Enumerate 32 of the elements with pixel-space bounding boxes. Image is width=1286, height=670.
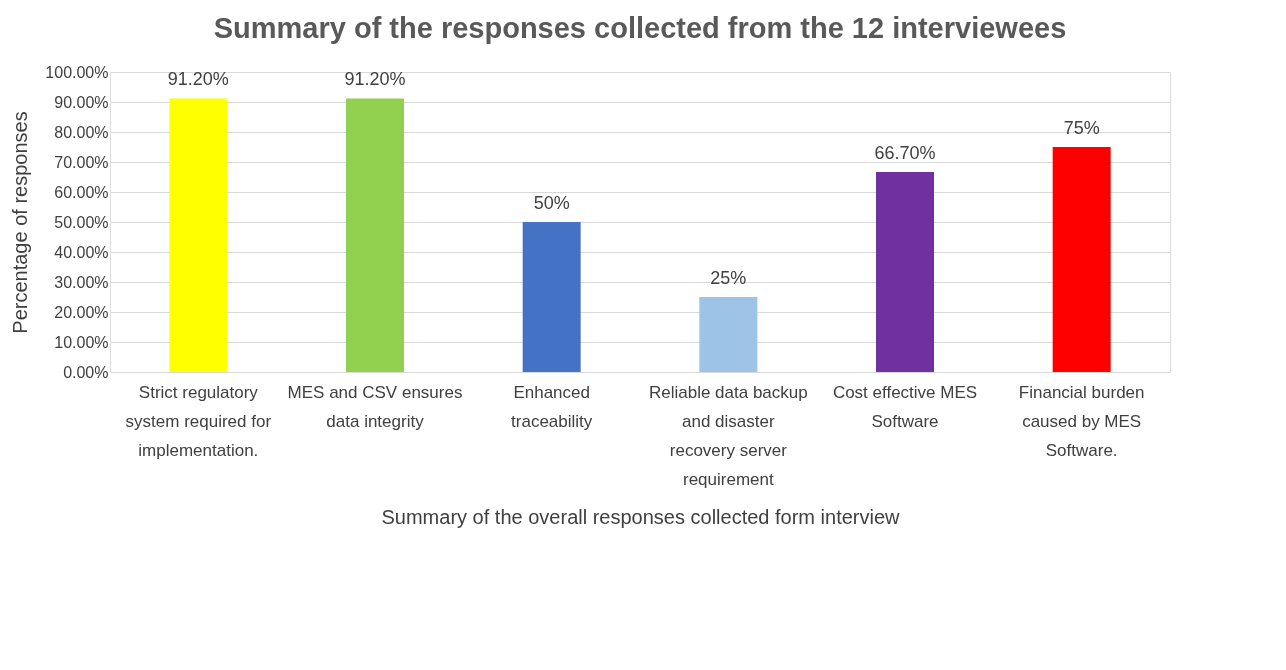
- y-axis-title: Percentage of responses: [9, 111, 32, 334]
- y-tick-label: 20.00%: [54, 303, 109, 321]
- y-tick-label: 30.00%: [54, 273, 109, 291]
- y-tick-label: 50.00%: [54, 213, 109, 231]
- x-tick-label: Cost effective MES Software: [832, 382, 978, 431]
- data-label: 66.70%: [874, 142, 936, 163]
- y-tick-label: 0.00%: [63, 363, 109, 381]
- x-tick-label: Reliable data backup and disaster recovery server requirement: [648, 382, 808, 489]
- x-tick-label: Financial burden caused by MES Software.: [1018, 382, 1145, 460]
- chart-title: Summary of the responses collected from the 12 interviewees: [213, 12, 1067, 44]
- y-tick-label: 100.00%: [45, 63, 109, 81]
- bar: [876, 171, 934, 372]
- y-tick-label: 70.00%: [54, 153, 109, 171]
- y-tick-label: 60.00%: [54, 183, 109, 201]
- x-tick-label: MES and CSV ensures data integrity: [287, 382, 463, 431]
- y-tick-label: 90.00%: [54, 93, 109, 111]
- bar: [346, 98, 404, 372]
- bar: [699, 297, 758, 372]
- bar: [522, 222, 581, 372]
- y-tick-label: 40.00%: [54, 243, 109, 261]
- data-label: 25%: [710, 268, 747, 288]
- x-tick-label: Strict regulatory system required for implementation.: [125, 382, 272, 460]
- x-axis-title: Summary of the overall responses collected form interview: [381, 505, 901, 528]
- data-label: 91.20%: [167, 69, 229, 90]
- data-label: 91.20%: [344, 69, 406, 90]
- bar: [169, 98, 228, 372]
- data-label: 75%: [1063, 118, 1100, 138]
- bar: [1052, 147, 1111, 372]
- x-tick-label: Enhanced traceability: [511, 382, 593, 431]
- y-tick-label: 10.00%: [54, 333, 109, 351]
- y-tick-label: 80.00%: [54, 123, 109, 141]
- data-label: 50%: [533, 193, 570, 213]
